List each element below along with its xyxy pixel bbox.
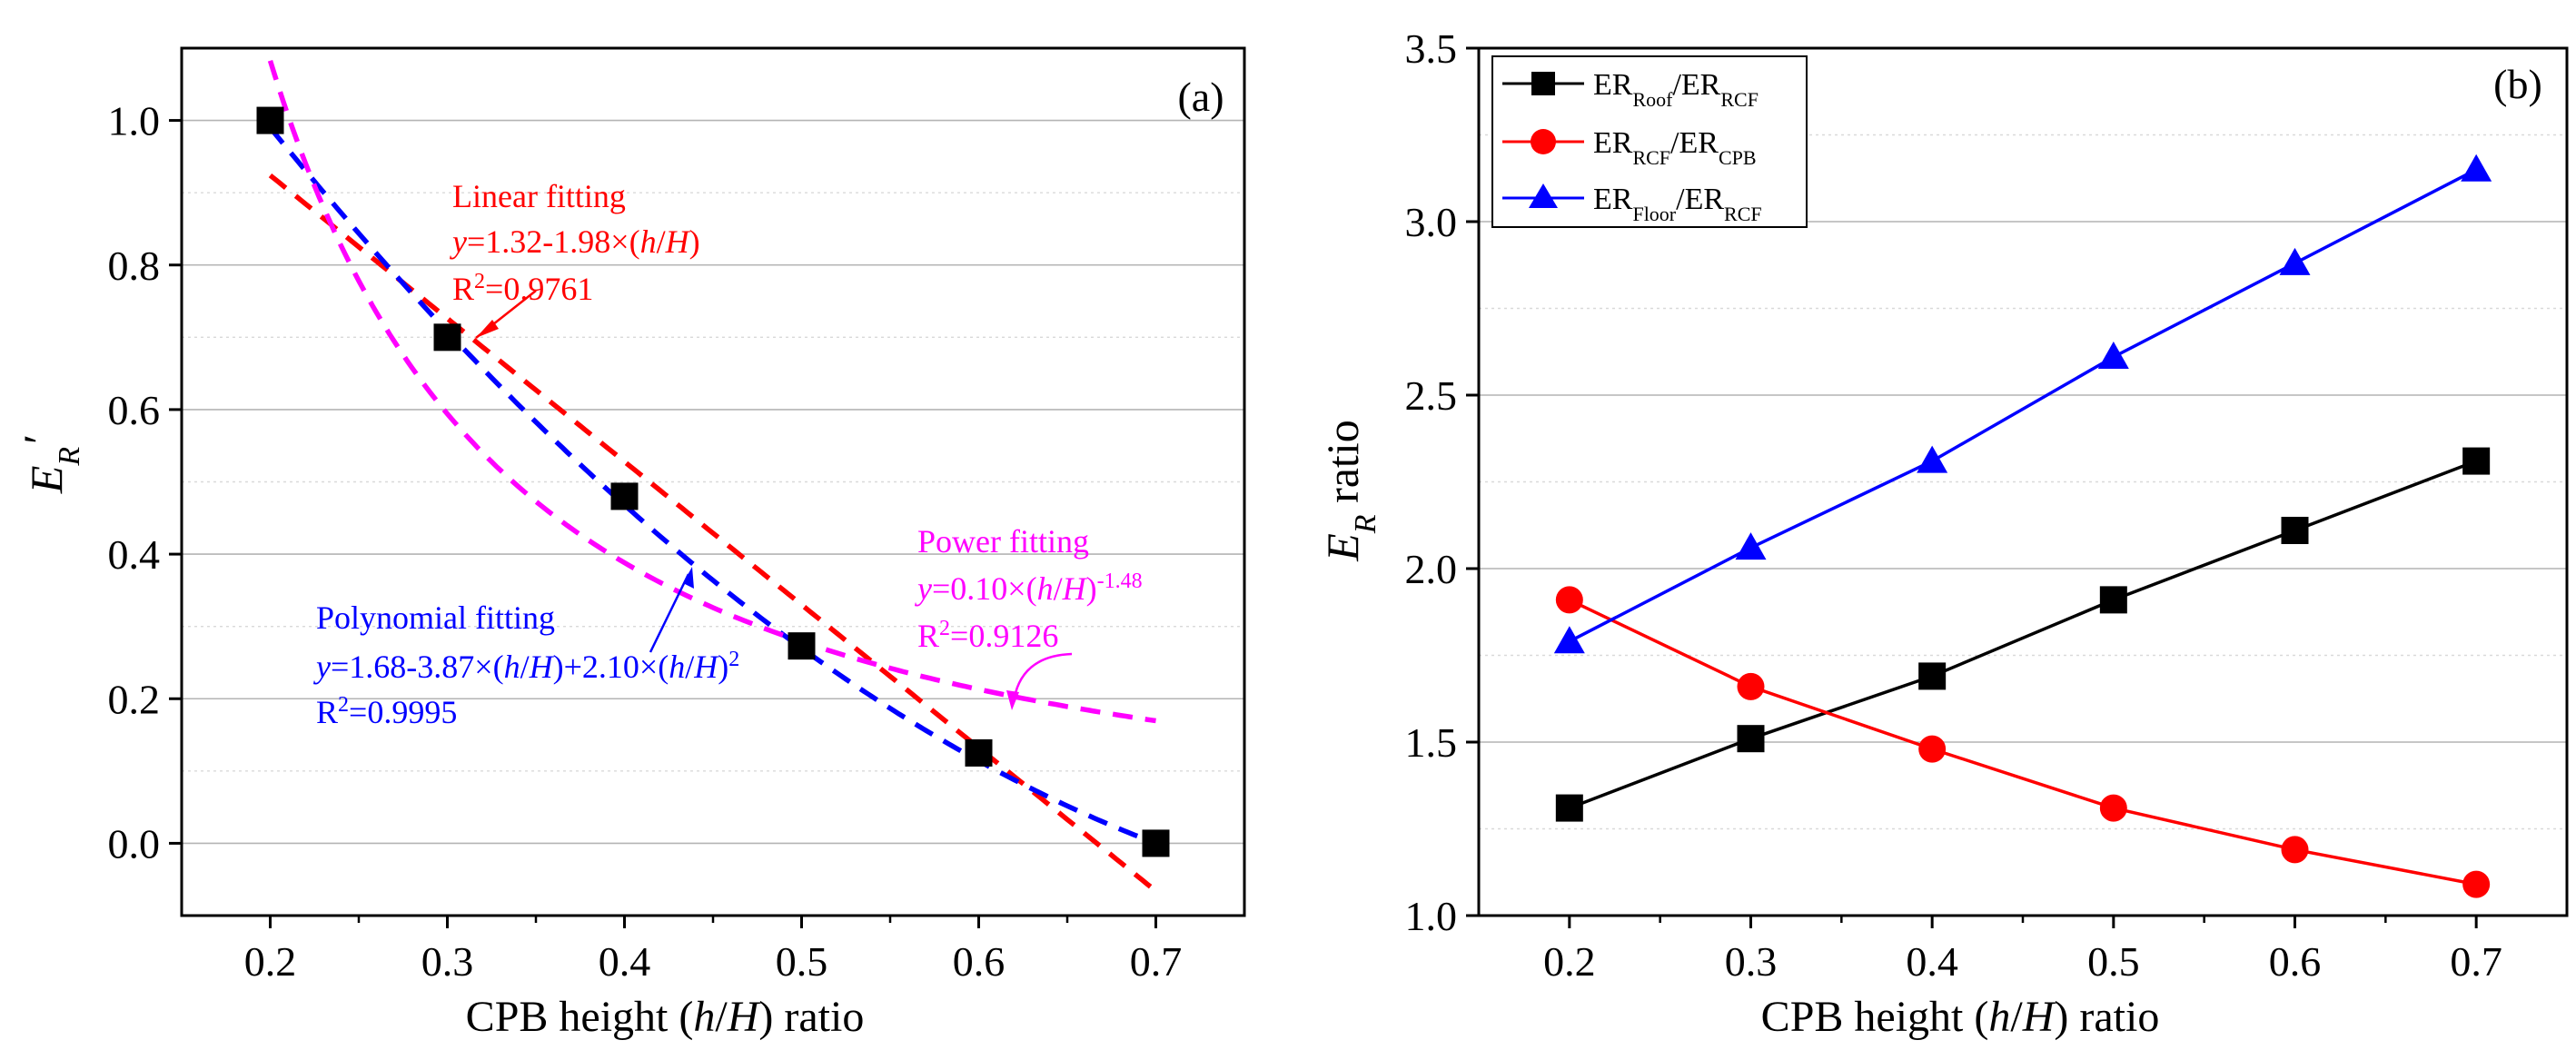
panel-b: 1.0 1.5 2.0 2.5 3.0 3.5 0.2 0.3 0.4 0.5 0.6 0.7 (b)…: [1317, 25, 2569, 1041]
data-point-floor: [1553, 626, 1585, 654]
panel-a-fit-lines: [267, 59, 1158, 894]
series-line-roof: [1569, 459, 2477, 810]
b-x-tick-label: 0.3: [1725, 938, 1778, 985]
panel-a-grid: [182, 119, 1244, 845]
panel-a-y-axis-title: ER′: [14, 436, 86, 494]
series-line-floor: [1568, 168, 2478, 643]
b-x-tick-label: 0.6: [2269, 938, 2322, 985]
panel-a: 0.0 0.2 0.4 0.6 0.8 1.0 0.2 0.3 0.4 0.5 0.6 0.7 (a)…: [14, 46, 1246, 1041]
a-x-tick-label: 0.2: [244, 938, 297, 985]
data-point-floor: [1735, 532, 1767, 560]
b-x-tick-label: 0.5: [2087, 938, 2140, 985]
data-point-roof: [1737, 725, 1765, 753]
data-point-floor: [2279, 247, 2311, 275]
legend-label-rcf: ERRCF/ERCPB: [1593, 126, 1757, 169]
a-y-tick-label: 1.0: [108, 98, 161, 144]
legend-item-rcf: ERRCF/ERCPB: [1502, 126, 1757, 169]
data-point-roof: [1918, 662, 1947, 690]
legend-label-roof: ERRoof/ERRCF: [1593, 68, 1759, 111]
data-point-square: [433, 323, 461, 352]
b-x-tick-label: 0.7: [2450, 938, 2502, 985]
power-fit-arrowhead: [1006, 690, 1019, 710]
polynomial-fit-r2: R2=0.9995: [316, 693, 457, 730]
linear-fit-annotation: Linear fitting y=1.32-1.98×(h/H) R2=0.97…: [450, 178, 700, 307]
panel-b-series-lines: [1568, 168, 2478, 887]
data-point-square: [1142, 829, 1170, 857]
panel-b-x-axis-title: CPB height (h/H) ratio: [1761, 993, 2160, 1041]
legend-square-marker: [1531, 72, 1555, 95]
a-x-tick-label: 0.6: [953, 938, 1006, 985]
data-point-floor: [2461, 154, 2492, 182]
polynomial-fit-title: Polynomial fitting: [316, 599, 555, 636]
a-y-tick-label: 0.4: [108, 531, 161, 578]
power-fit-title: Power fitting: [917, 523, 1089, 560]
a-y-tick-label: 0.0: [108, 820, 161, 867]
linear-fit-title: Linear fitting: [452, 178, 626, 214]
data-point-square: [965, 738, 993, 767]
a-y-tick-label: 0.2: [108, 676, 161, 722]
data-point-floor: [2097, 341, 2129, 369]
polynomial-fit-arrow: [649, 573, 690, 653]
panel-b-markers: [1553, 154, 2492, 898]
polynomial-fit-arrowhead: [683, 567, 694, 589]
b-y-tick-label: 3.0: [1405, 199, 1458, 245]
panel-b-legend: ERRoof/ERRCF ERRCF/ERCPB ERFloor/ERRCF: [1491, 55, 1808, 228]
fit-line-polynomial: [268, 125, 1157, 846]
panel-b-y-axis-title: ER ratio: [1317, 420, 1382, 561]
b-y-tick-label: 2.5: [1405, 372, 1458, 419]
panel-a-ticks: 0.0 0.2 0.4 0.6 0.8 1.0 0.2 0.3 0.4 0.5 0.6 0.7: [108, 98, 1183, 985]
panel-b-ticks: 1.0 1.5 2.0 2.5 3.0 3.5 0.2 0.3 0.4 0.5 0.6 0.7: [1405, 25, 2502, 985]
a-y-tick-label: 0.6: [108, 387, 161, 433]
data-point-rcf: [1555, 586, 1583, 614]
data-point-square: [788, 632, 816, 660]
linear-fit-arrowhead: [476, 320, 499, 338]
polynomial-fit-annotation: Polynomial fitting y=1.68-3.87×(h/H)+2.1…: [313, 599, 739, 730]
series-line-rcf: [1569, 598, 2477, 887]
data-point-roof: [1555, 794, 1583, 822]
a-x-tick-label: 0.4: [599, 938, 651, 985]
polynomial-fit-equation: y=1.68-3.87×(h/H)+2.10×(h/H)2: [313, 648, 739, 685]
a-x-tick-label: 0.3: [421, 938, 474, 985]
panel-a-label: (a): [1177, 74, 1224, 120]
fit-line-power: [267, 59, 1156, 724]
data-point-square: [610, 482, 639, 510]
power-fit-equation: y=0.10×(h/H)-1.48: [915, 570, 1143, 607]
panel-b-label: (b): [2493, 61, 2542, 107]
b-x-tick-label: 0.2: [1543, 938, 1596, 985]
b-y-tick-label: 2.0: [1405, 546, 1458, 592]
data-point-rcf: [2281, 836, 2309, 864]
data-point-roof: [2281, 516, 2309, 544]
data-point-rcf: [1737, 672, 1765, 700]
b-y-tick-label: 3.5: [1405, 25, 1458, 72]
b-y-tick-label: 1.5: [1405, 719, 1458, 766]
power-fit-annotation: Power fitting y=0.10×(h/H)-1.48 R2=0.912…: [915, 523, 1143, 654]
data-point-rcf: [2462, 870, 2491, 898]
data-point-floor: [1917, 445, 1948, 473]
power-fit-arrow: [1012, 652, 1073, 702]
linear-fit-equation: y=1.32-1.98×(h/H): [450, 223, 700, 260]
b-x-tick-label: 0.4: [1906, 938, 1958, 985]
data-point-square: [256, 106, 284, 134]
data-point-roof: [2462, 447, 2491, 475]
a-y-tick-label: 0.8: [108, 243, 161, 289]
linear-fit-r2: R2=0.9761: [452, 270, 593, 307]
legend-label-floor: ERFloor/ERRCF: [1593, 183, 1762, 225]
panel-a-x-axis-title: CPB height (h/H) ratio: [466, 993, 865, 1041]
data-point-roof: [2099, 586, 2127, 614]
data-point-rcf: [1918, 735, 1947, 763]
data-point-rcf: [2099, 794, 2127, 822]
b-y-tick-label: 1.0: [1405, 893, 1458, 939]
legend-triangle-marker: [1529, 183, 1558, 208]
legend-item-roof: ERRoof/ERRCF: [1502, 68, 1759, 111]
power-fit-r2: R2=0.9126: [917, 617, 1058, 654]
panel-a-markers: [256, 106, 1170, 857]
a-x-tick-label: 0.5: [776, 938, 828, 985]
legend-item-floor: ERFloor/ERRCF: [1502, 183, 1762, 225]
a-x-tick-label: 0.7: [1130, 938, 1183, 985]
legend-circle-marker: [1531, 129, 1556, 154]
fit-line-linear: [268, 173, 1158, 894]
